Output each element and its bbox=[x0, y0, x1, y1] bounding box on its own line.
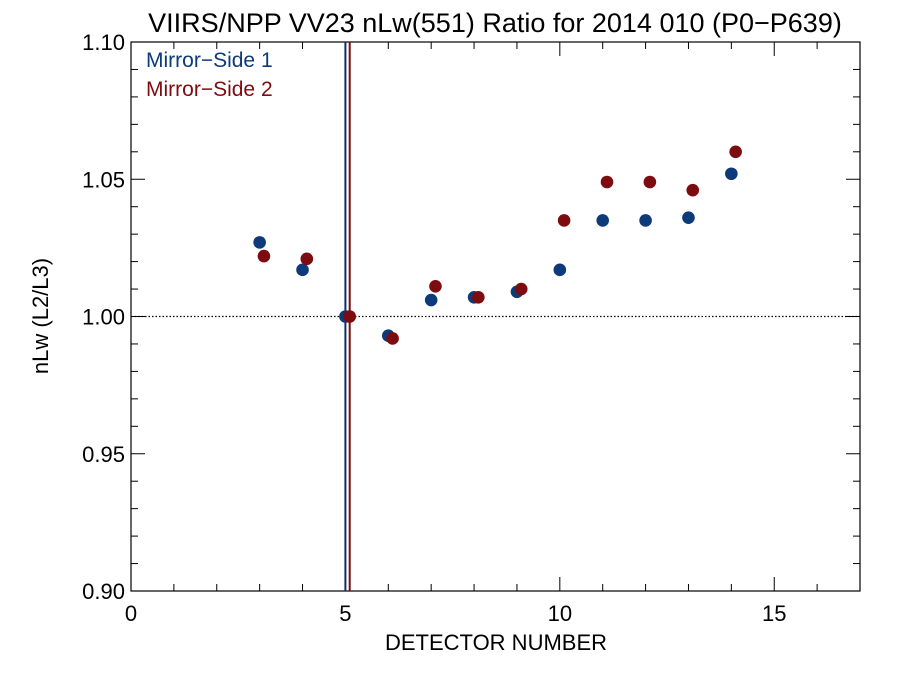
y-tick-label: 0.90 bbox=[82, 579, 125, 604]
reference-lines bbox=[131, 42, 860, 591]
legend-entry-mirror-side-2: Mirror−Side 2 bbox=[146, 78, 273, 101]
data-point-series-2 bbox=[643, 175, 657, 189]
x-tick-label: 15 bbox=[762, 601, 786, 626]
chart-title: VIIRS/NPP VV23 nLw(551) Ratio for 2014 0… bbox=[148, 8, 842, 38]
data-point-series-2 bbox=[343, 310, 357, 323]
y-tick-label: 1.05 bbox=[82, 167, 125, 192]
data-point-series-2 bbox=[514, 282, 528, 296]
x-tick-label: 10 bbox=[548, 601, 572, 626]
y-axis-label: nLw (L2/L3) bbox=[28, 258, 53, 374]
axis-ticks: 0 5 10 15 0.90 0.95 1.00 1.05 1.10 bbox=[82, 30, 861, 626]
data-point-series-2 bbox=[472, 290, 485, 304]
x-tick-label: 5 bbox=[339, 601, 351, 626]
data-point-series-2 bbox=[600, 175, 614, 189]
data-points bbox=[253, 145, 742, 345]
data-point-series-1 bbox=[253, 236, 266, 249]
y-tick-label: 1.10 bbox=[82, 30, 125, 55]
data-point-series-1 bbox=[725, 167, 738, 181]
data-point-series-1 bbox=[639, 214, 652, 227]
x-axis-label: DETECTOR NUMBER bbox=[385, 630, 607, 655]
data-point-series-2 bbox=[300, 252, 314, 266]
data-point-series-1 bbox=[682, 211, 695, 224]
x-tick-label: 0 bbox=[125, 601, 137, 626]
data-point-series-2 bbox=[557, 214, 571, 227]
data-point-series-2 bbox=[729, 145, 742, 159]
data-point-series-2 bbox=[386, 332, 399, 345]
data-point-series-2 bbox=[257, 249, 271, 263]
data-point-series-1 bbox=[553, 263, 567, 277]
y-tick-label: 1.00 bbox=[82, 305, 125, 330]
data-point-series-2 bbox=[429, 280, 442, 293]
y-tick-label: 0.95 bbox=[82, 442, 125, 467]
data-point-series-1 bbox=[424, 293, 438, 307]
legend-entry-mirror-side-1: Mirror−Side 1 bbox=[146, 49, 273, 72]
data-point-series-1 bbox=[296, 263, 309, 277]
data-point-series-1 bbox=[596, 214, 610, 227]
data-point-series-2 bbox=[686, 183, 700, 197]
